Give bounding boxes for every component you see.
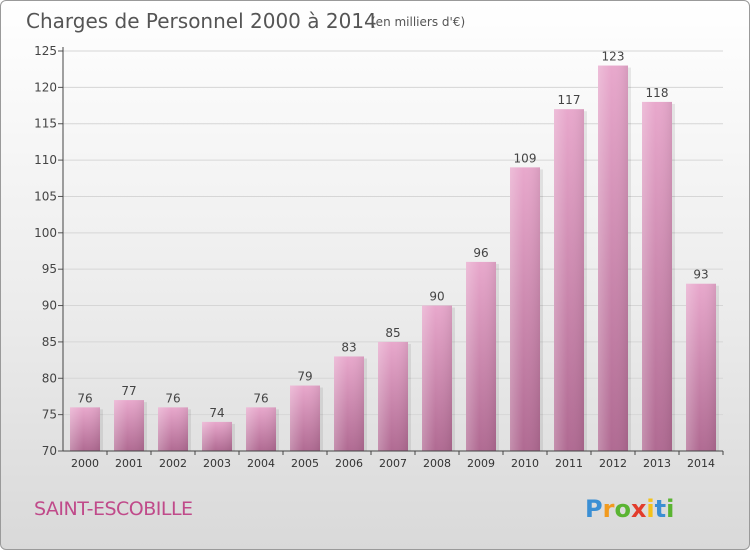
bar-highlight xyxy=(334,356,364,451)
data-label: 123 xyxy=(602,50,625,64)
x-tick-label: 2008 xyxy=(423,457,451,470)
y-tick-label: 105 xyxy=(34,189,57,203)
x-tick-label: 2004 xyxy=(247,457,275,470)
commune-name: SAINT-ESCOBILLE xyxy=(34,498,193,520)
chart-subtitle: (en milliers d'€) xyxy=(371,15,465,29)
data-label: 85 xyxy=(385,326,400,340)
bar-highlight xyxy=(158,407,188,451)
y-axis: 70 75 80 85 90 95 100 105 110 115 120 125 xyxy=(34,44,64,458)
bar-highlight xyxy=(686,283,716,451)
y-tick-label: 100 xyxy=(34,226,57,240)
data-labels: 76 77 76 74 76 79 83 85 90 96 109 117 123 118 93 xyxy=(77,50,708,420)
y-tick-label: 85 xyxy=(42,335,57,349)
y-tick-label: 115 xyxy=(34,117,57,131)
x-tick-label: 2005 xyxy=(291,457,319,470)
logo-letter-i1: i xyxy=(646,495,654,523)
data-label: 74 xyxy=(209,406,224,420)
data-label: 118 xyxy=(646,86,669,100)
x-tick-label: 2000 xyxy=(71,457,99,470)
data-label: 79 xyxy=(297,370,312,384)
bar-highlight xyxy=(290,385,320,451)
x-tick-label: 2012 xyxy=(599,457,627,470)
x-tick-label: 2010 xyxy=(511,457,539,470)
x-tick-label: 2009 xyxy=(467,457,495,470)
data-label: 90 xyxy=(429,290,444,304)
y-tick-label: 110 xyxy=(34,153,57,167)
x-tick-label: 2006 xyxy=(335,457,363,470)
data-label: 96 xyxy=(473,246,488,260)
bar-highlight xyxy=(202,421,232,451)
data-label: 76 xyxy=(165,391,180,405)
y-tick-label: 70 xyxy=(42,444,57,458)
data-label: 93 xyxy=(693,268,708,282)
bar-highlight xyxy=(598,65,628,451)
bar-highlight xyxy=(554,109,584,451)
x-axis: 2000 2001 2002 2003 2004 2005 2006 2007 2008 2009… xyxy=(63,450,724,470)
bar-highlight xyxy=(642,101,672,451)
x-tick-label: 2007 xyxy=(379,457,407,470)
logo-letter-r: r xyxy=(603,495,615,523)
bar-highlight xyxy=(378,341,408,451)
y-tick-label: 120 xyxy=(34,80,57,94)
y-tick-label: 75 xyxy=(42,408,57,422)
logo-letter-t: t xyxy=(655,495,666,523)
logo-letter-o: o xyxy=(614,495,631,523)
bars xyxy=(70,65,719,451)
data-label: 76 xyxy=(253,391,268,405)
logo-letter-p: P xyxy=(585,495,603,523)
chart-title: Charges de Personnel 2000 à 2014 xyxy=(26,9,377,33)
x-tick-label: 2002 xyxy=(159,457,187,470)
bar-highlight xyxy=(246,407,276,451)
svg-text:Proxiti: Proxiti xyxy=(585,495,674,523)
bar-highlight xyxy=(70,407,100,451)
y-tick-label: 125 xyxy=(34,44,57,58)
bar-highlight xyxy=(422,305,452,451)
x-tick-label: 2014 xyxy=(687,457,715,470)
y-tick-label: 90 xyxy=(42,299,57,313)
logo-letter-x: x xyxy=(631,495,647,523)
data-label: 83 xyxy=(341,340,356,354)
logo-letter-i2: i xyxy=(666,495,674,523)
bar-highlight xyxy=(114,400,144,451)
data-label: 77 xyxy=(121,384,136,398)
data-label: 117 xyxy=(558,93,581,107)
x-tick-label: 2013 xyxy=(643,457,671,470)
proxiti-logo: Proxiti xyxy=(585,495,674,523)
bar-highlight xyxy=(466,261,496,451)
data-label: 76 xyxy=(77,391,92,405)
bar-highlight xyxy=(510,167,540,451)
y-tick-label: 95 xyxy=(42,262,57,276)
x-tick-label: 2003 xyxy=(203,457,231,470)
y-tick-label: 80 xyxy=(42,371,57,385)
data-label: 109 xyxy=(514,151,537,165)
x-tick-label: 2001 xyxy=(115,457,143,470)
x-tick-label: 2011 xyxy=(555,457,583,470)
